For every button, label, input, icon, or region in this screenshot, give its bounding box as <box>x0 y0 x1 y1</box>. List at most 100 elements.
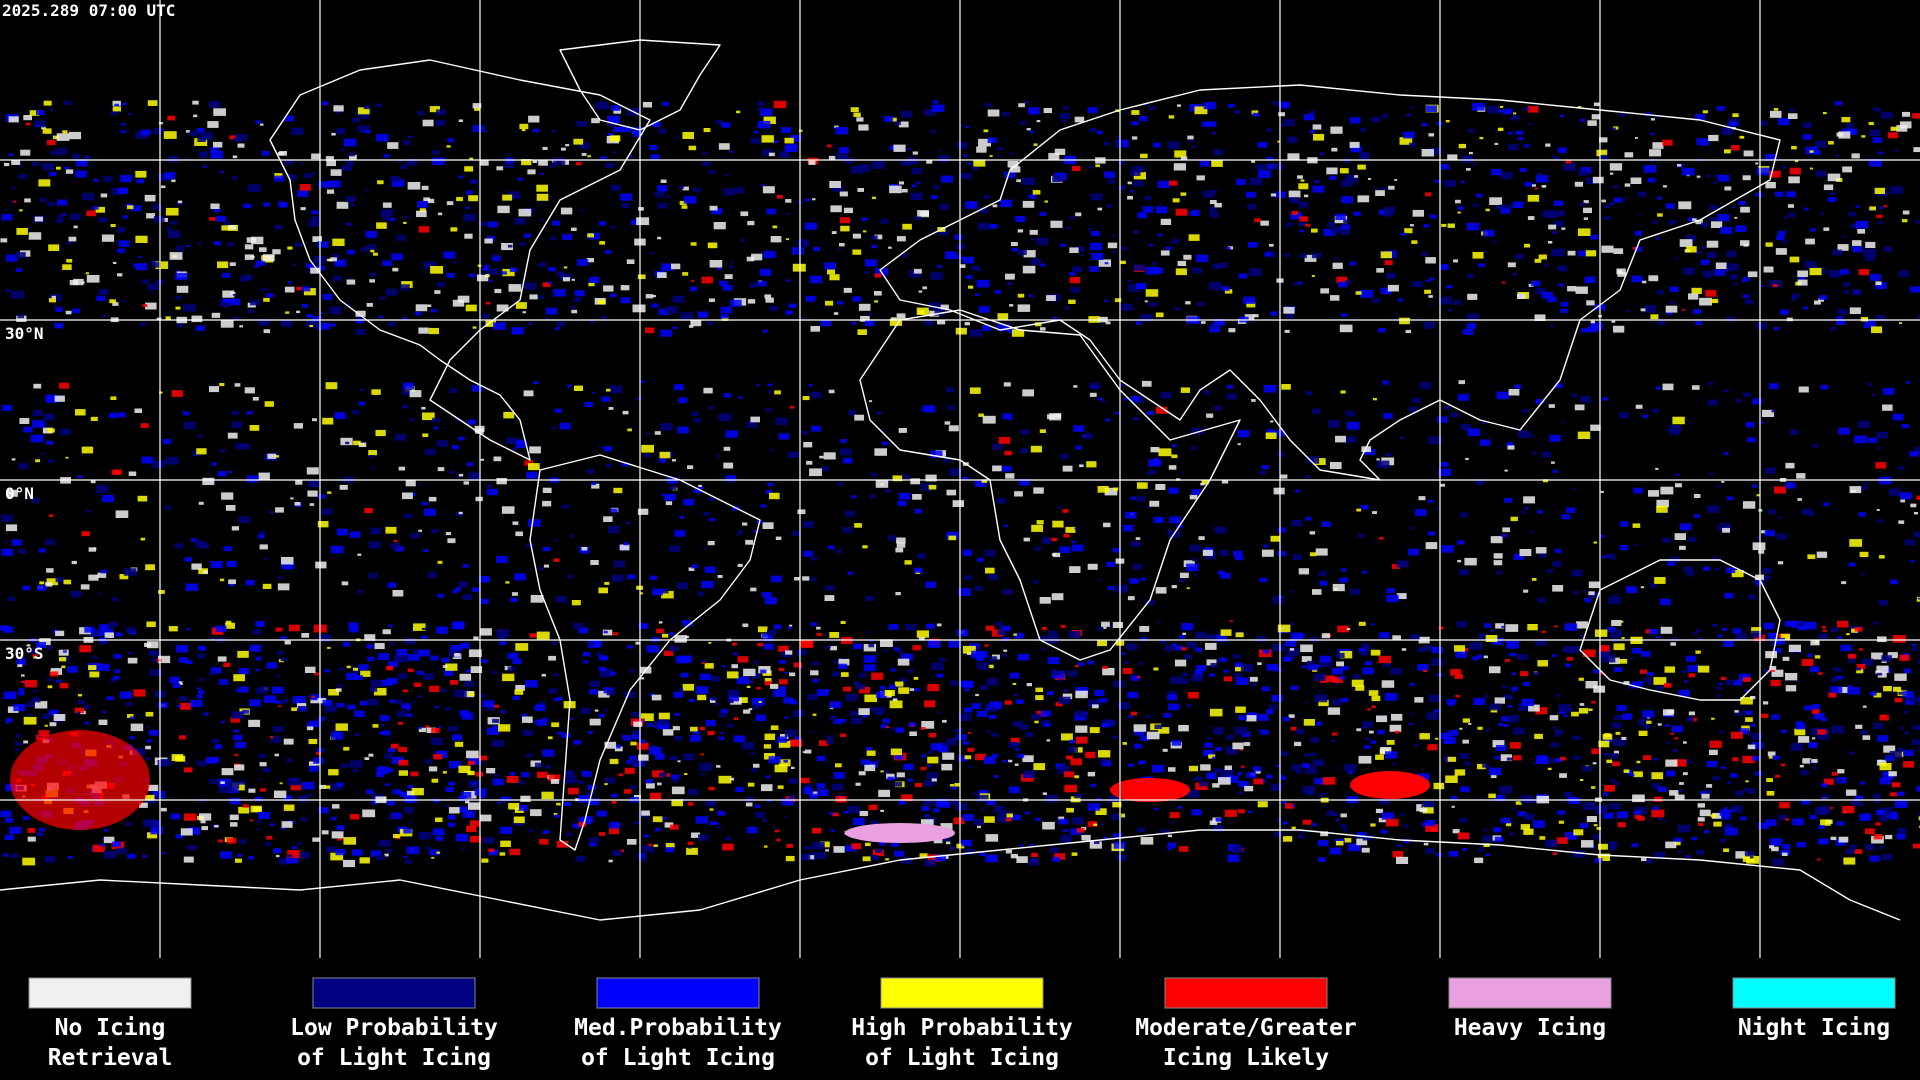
icing-pixel <box>109 299 116 304</box>
icing-pixel <box>349 626 359 633</box>
icing-pixel <box>1314 778 1325 785</box>
icing-pixel <box>652 586 657 590</box>
icing-pixel <box>1268 243 1274 247</box>
icing-pixel <box>1447 756 1457 762</box>
icing-pixel <box>2 626 14 633</box>
icing-pixel <box>681 205 688 209</box>
icing-pixel <box>1554 383 1563 389</box>
icing-pixel <box>349 154 357 160</box>
icing-pixel <box>1133 165 1145 173</box>
icing-pixel <box>1098 750 1111 758</box>
icing-pixel <box>341 148 346 151</box>
icing-pixel <box>1065 155 1077 163</box>
icing-pixel <box>260 788 266 792</box>
icing-pixel <box>1725 679 1734 685</box>
icing-pixel <box>723 446 731 451</box>
icing-pixel <box>709 808 714 811</box>
icing-pixel <box>1300 179 1305 182</box>
icing-pixel <box>1631 843 1638 848</box>
icing-pixel <box>1740 697 1753 705</box>
icing-pixel <box>1662 383 1674 391</box>
icing-pixel <box>757 107 764 111</box>
icing-pixel <box>1720 226 1733 234</box>
icing-pixel <box>454 587 461 592</box>
icing-pixel <box>1902 219 1908 223</box>
icing-pixel <box>1253 778 1264 785</box>
icing-pixel <box>1611 722 1622 729</box>
icing-pixel <box>25 122 31 126</box>
icing-pixel <box>922 286 927 290</box>
icing-pixel <box>1549 715 1559 721</box>
icing-pixel <box>763 643 774 650</box>
icing-pixel <box>1786 191 1796 198</box>
icing-pixel <box>1818 298 1824 302</box>
icing-pixel <box>220 781 225 784</box>
icing-pixel <box>604 250 612 254</box>
icing-pixel <box>595 652 602 657</box>
icing-pixel <box>387 142 399 149</box>
icing-pixel <box>1513 112 1517 115</box>
icing-pixel <box>670 824 679 830</box>
icing-pixel <box>1715 262 1727 269</box>
icing-pixel <box>820 319 832 327</box>
icing-pixel <box>950 799 960 805</box>
icing-pixel <box>1105 418 1110 422</box>
icing-pixel <box>1083 433 1093 440</box>
icing-pixel <box>446 145 451 148</box>
icing-pixel <box>701 661 706 665</box>
icing-pixel <box>1272 101 1280 106</box>
icing-pixel <box>1019 724 1029 730</box>
icing-pixel <box>1916 495 1920 500</box>
icing-pixel <box>1195 254 1209 262</box>
icing-pixel <box>1697 636 1703 640</box>
icing-pixel <box>601 396 611 402</box>
icing-pixel <box>1877 519 1884 523</box>
icing-pixel <box>468 649 482 658</box>
icing-pixel <box>1887 652 1898 659</box>
icing-pixel <box>502 268 515 277</box>
icing-pixel <box>603 285 614 292</box>
icing-pixel <box>1864 255 1875 261</box>
icing-pixel <box>1889 488 1902 496</box>
icing-pixel <box>1752 398 1763 405</box>
icing-pixel <box>879 685 885 689</box>
icing-pixel <box>1061 733 1073 741</box>
icing-pixel <box>931 104 945 113</box>
icing-pixel <box>854 523 862 528</box>
icing-pixel <box>1585 681 1598 689</box>
icing-pixel <box>845 693 858 701</box>
icing-pixel <box>423 673 435 680</box>
icing-pixel <box>561 160 569 165</box>
icing-pixel <box>550 236 557 241</box>
icing-pixel <box>509 848 521 856</box>
icing-pixel <box>672 726 680 731</box>
icing-pixel <box>177 201 183 206</box>
icing-pixel <box>1263 384 1277 393</box>
icing-pixel <box>1048 630 1058 637</box>
icing-pixel <box>865 747 872 751</box>
icing-pixel <box>1868 437 1878 443</box>
icing-pixel <box>23 740 29 744</box>
icing-pixel <box>1358 647 1368 653</box>
icing-pixel <box>1278 101 1290 109</box>
icing-pixel <box>1397 298 1403 302</box>
icing-pixel <box>693 488 702 494</box>
icing-pixel <box>1042 539 1051 545</box>
icing-pixel <box>494 288 502 294</box>
icing-pixel <box>976 279 990 288</box>
icing-pixel <box>1429 303 1433 306</box>
icing-pixel <box>840 225 850 232</box>
icing-pixel <box>709 260 723 268</box>
icing-pixel <box>26 644 31 647</box>
icing-pixel <box>1902 111 1911 117</box>
icing-pixel <box>1174 150 1187 158</box>
icing-pixel <box>629 755 637 761</box>
icing-pixel <box>149 729 159 736</box>
icing-pixel <box>1499 785 1513 794</box>
icing-pixel <box>1527 194 1540 202</box>
icing-pixel <box>825 300 834 306</box>
icing-pixel <box>1637 191 1647 197</box>
icing-pixel <box>318 322 330 330</box>
icing-pixel <box>1706 275 1712 279</box>
icing-pixel <box>664 493 676 501</box>
